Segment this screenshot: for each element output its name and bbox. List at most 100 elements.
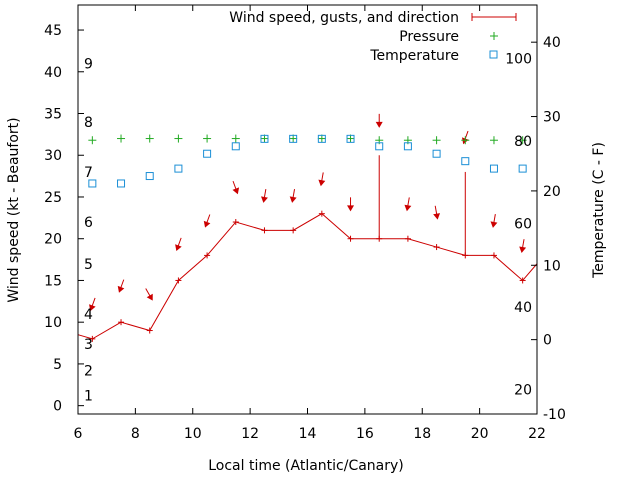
y-right-tick-label: 0 bbox=[543, 333, 552, 349]
x-axis-label: Local time (Atlantic/Canary) bbox=[208, 458, 404, 474]
pressure-point bbox=[518, 136, 527, 145]
wind-speed-point bbox=[490, 252, 497, 259]
x-tick-label: 20 bbox=[471, 426, 489, 442]
wind-speed-point bbox=[519, 277, 526, 284]
beaufort-label: 9 bbox=[84, 56, 93, 72]
temperature-point bbox=[403, 142, 412, 151]
y-left-tick-label: 10 bbox=[44, 315, 62, 331]
arrow-head bbox=[203, 220, 211, 228]
pressure-point bbox=[88, 136, 97, 145]
arrow-head bbox=[433, 213, 441, 220]
arrow-head bbox=[375, 121, 383, 128]
wind-speed-point bbox=[146, 327, 153, 334]
arrow-head bbox=[146, 293, 153, 301]
pressure-point bbox=[489, 136, 498, 145]
wind-speed-line bbox=[77, 213, 538, 340]
legend: Wind speed, gusts, and direction Pressur… bbox=[229, 10, 517, 64]
y-right-tick-label: 30 bbox=[543, 110, 561, 126]
arrow-head bbox=[89, 304, 96, 312]
fahrenheit-label: 80 bbox=[514, 134, 532, 150]
y-right-tick-label: 20 bbox=[543, 184, 561, 200]
y-left-tick-label: 35 bbox=[44, 107, 62, 123]
arrow-head bbox=[347, 205, 355, 212]
arrow-head bbox=[404, 204, 412, 212]
wind-speed-point bbox=[232, 219, 239, 226]
temperature-point bbox=[174, 164, 183, 173]
pressure-point bbox=[317, 134, 326, 143]
wind-direction-arrow bbox=[519, 239, 527, 253]
arrow-head bbox=[490, 221, 498, 228]
fahrenheit-label: 40 bbox=[514, 300, 532, 316]
y-right-tick-label: -10 bbox=[543, 407, 566, 423]
x-tick-label: 8 bbox=[131, 426, 140, 442]
x-tick-label: 6 bbox=[74, 426, 83, 442]
x-tick-label: 22 bbox=[528, 426, 546, 442]
beaufort-label: 3 bbox=[84, 337, 93, 353]
y-right-tick-label: 10 bbox=[543, 258, 561, 274]
arrow-head bbox=[261, 196, 268, 203]
temperature-point bbox=[375, 142, 384, 151]
pressure-point bbox=[461, 136, 470, 145]
arrow-head bbox=[175, 244, 182, 252]
pressure-point bbox=[145, 134, 154, 143]
temperature-point bbox=[231, 142, 240, 151]
legend-swatch-temperature bbox=[489, 50, 498, 59]
wind-speed-point bbox=[404, 235, 411, 242]
plot-layer bbox=[77, 113, 538, 342]
temperature-point bbox=[117, 179, 126, 188]
arrow-head bbox=[117, 285, 125, 293]
temperature-point bbox=[432, 149, 441, 158]
temperature-point bbox=[88, 179, 97, 188]
wind-speed-point bbox=[290, 227, 297, 234]
wind-speed-point bbox=[347, 235, 354, 242]
temperature-point bbox=[518, 164, 527, 173]
y-left-axis-label: Wind speed (kt - Beaufort) bbox=[6, 117, 22, 302]
wind-direction-arrow bbox=[433, 205, 441, 220]
temperature-point bbox=[461, 157, 470, 166]
y-left-tick-label: 45 bbox=[44, 23, 62, 39]
y-left-tick-label: 0 bbox=[53, 399, 62, 415]
wind-direction-arrow bbox=[145, 288, 153, 301]
arrow-head bbox=[289, 196, 297, 203]
pressure-point bbox=[203, 134, 212, 143]
wind-speed-point bbox=[118, 319, 125, 326]
beaufort-label: 6 bbox=[84, 215, 93, 231]
temperature-point bbox=[289, 134, 298, 143]
y-right-tick-label: 40 bbox=[543, 35, 561, 51]
temperature-point bbox=[260, 134, 269, 143]
axes-layer: 6 8 10 12 14 16 18 20 22051015202530354045-10010… bbox=[44, 5, 566, 442]
wind-direction-arrow bbox=[404, 197, 412, 212]
y-left-tick-label: 20 bbox=[44, 232, 62, 248]
pressure-point bbox=[346, 134, 355, 143]
y-right-axis-label: Temperature (C - F) bbox=[591, 142, 607, 279]
wind-speed-point bbox=[433, 244, 440, 251]
temperature-point bbox=[145, 172, 154, 181]
y-left-tick-label: 15 bbox=[44, 273, 62, 289]
legend-label-wind: Wind speed, gusts, and direction bbox=[229, 10, 459, 26]
wind-speed-point bbox=[89, 335, 96, 342]
beaufort-label: 8 bbox=[84, 115, 93, 131]
y-left-tick-label: 25 bbox=[44, 190, 62, 206]
temperature-point bbox=[346, 134, 355, 143]
wind-direction-arrow bbox=[261, 189, 268, 203]
pressure-point bbox=[231, 134, 240, 143]
x-tick-label: 18 bbox=[413, 426, 431, 442]
y-left-tick-label: 40 bbox=[44, 65, 62, 81]
beaufort-label: 4 bbox=[84, 307, 93, 323]
fahrenheit-label: 60 bbox=[514, 217, 532, 233]
pressure-point bbox=[260, 134, 269, 143]
wind-direction-arrow bbox=[175, 237, 182, 252]
y-left-tick-label: 30 bbox=[44, 148, 62, 164]
beaufort-label: 5 bbox=[84, 257, 93, 273]
beaufort-label: 2 bbox=[84, 364, 93, 380]
y-left-tick-label: 5 bbox=[53, 357, 62, 373]
temperature-point bbox=[489, 164, 498, 173]
wind-direction-arrow bbox=[289, 189, 297, 203]
wind-direction-arrow bbox=[203, 214, 211, 228]
temperature-point bbox=[203, 149, 212, 158]
x-tick-label: 14 bbox=[299, 426, 317, 442]
legend-swatch-pressure bbox=[490, 32, 498, 40]
wind-speed-point bbox=[204, 252, 211, 259]
